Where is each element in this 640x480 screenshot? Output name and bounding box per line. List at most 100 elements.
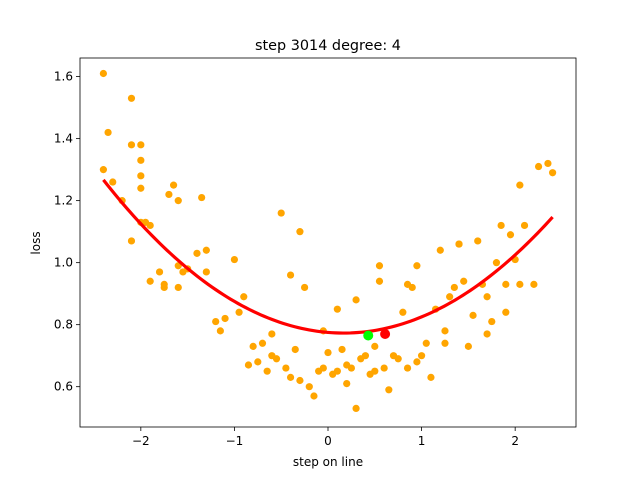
data-point [155, 268, 164, 276]
data-point [240, 293, 248, 301]
data-point [268, 352, 276, 360]
data-point [146, 221, 154, 230]
data-point [343, 379, 351, 388]
data-point [286, 373, 295, 381]
data-point [352, 404, 360, 412]
data-point [146, 277, 154, 285]
data-point [403, 364, 412, 372]
data-point [488, 317, 496, 326]
data-point [160, 280, 168, 288]
data-point [469, 311, 477, 319]
data-point [310, 392, 318, 400]
data-point [277, 209, 285, 217]
data-point [534, 162, 543, 171]
x-axis-label: step on line [293, 455, 363, 469]
data-point [99, 69, 107, 78]
data-point [422, 339, 430, 347]
data-point [282, 364, 290, 372]
data-point [455, 240, 463, 248]
data-point [417, 352, 426, 360]
data-point [333, 367, 341, 375]
data-point [174, 197, 182, 205]
data-point [497, 221, 505, 230]
plot-area [99, 69, 557, 412]
fit-curve [102, 178, 554, 335]
data-point [549, 169, 557, 177]
data-point [202, 246, 210, 254]
data-point [291, 345, 299, 354]
data-point [506, 231, 515, 239]
data-point [230, 255, 239, 264]
current-step-marker [380, 328, 391, 339]
data-point [502, 280, 510, 288]
data-point [221, 314, 229, 323]
data-point [104, 128, 112, 137]
data-point [109, 178, 117, 186]
data-point [333, 305, 341, 313]
data-point [492, 259, 501, 267]
data-point [165, 190, 173, 199]
data-point [263, 367, 271, 375]
y-tick-label: 0.8 [54, 318, 73, 332]
data-point [361, 352, 370, 360]
y-tick-label: 1.0 [54, 256, 73, 270]
data-point [258, 339, 267, 347]
data-point [169, 181, 178, 189]
data-point [483, 293, 491, 301]
data-point [394, 355, 402, 363]
data-point [408, 283, 416, 292]
data-point [338, 345, 346, 354]
data-point [380, 364, 388, 372]
data-point [450, 283, 458, 292]
data-point [441, 339, 449, 347]
data-point [137, 156, 145, 164]
data-point [352, 296, 360, 304]
data-point [464, 342, 472, 350]
data-point [244, 361, 253, 369]
data-point [319, 364, 327, 372]
y-tick-label: 1.6 [54, 70, 73, 84]
data-point [127, 237, 136, 245]
x-tick-label: 0 [324, 434, 332, 448]
data-point [254, 358, 262, 366]
data-point [286, 271, 295, 279]
y-tick-label: 1.2 [54, 194, 73, 208]
data-point [427, 373, 435, 381]
data-point [137, 141, 145, 149]
data-point [198, 193, 206, 202]
data-point [516, 181, 524, 189]
data-point [99, 166, 107, 174]
minimum-marker [363, 330, 374, 341]
data-point [202, 268, 210, 276]
data-point [520, 221, 529, 230]
y-axis: 0.6 0.8 1.0 1.2 1.4 1.6 [54, 70, 80, 394]
data-point [483, 330, 491, 338]
x-axis: −2 −1 0 1 2 [132, 427, 519, 448]
data-point [301, 283, 309, 292]
x-tick-label: −2 [132, 434, 150, 448]
data-point [375, 262, 384, 270]
x-tick-label: 1 [418, 434, 426, 448]
y-axis-label: loss [29, 231, 43, 254]
data-point [193, 249, 201, 257]
chart-title: step 3014 degree: 4 [255, 38, 401, 54]
data-point [375, 277, 384, 285]
data-point [127, 94, 136, 102]
data-point [385, 386, 393, 394]
data-point [347, 364, 355, 372]
data-point [436, 246, 444, 254]
data-point [174, 283, 182, 292]
data-point [249, 342, 257, 350]
data-point [137, 184, 145, 192]
data-point [544, 159, 552, 168]
y-tick-label: 1.4 [54, 132, 73, 146]
data-point [460, 277, 468, 285]
data-point [502, 308, 510, 316]
data-point [516, 280, 524, 288]
data-point [413, 262, 421, 270]
data-point [441, 327, 449, 335]
data-point [530, 280, 538, 288]
data-point [413, 358, 421, 366]
data-point [137, 172, 145, 180]
